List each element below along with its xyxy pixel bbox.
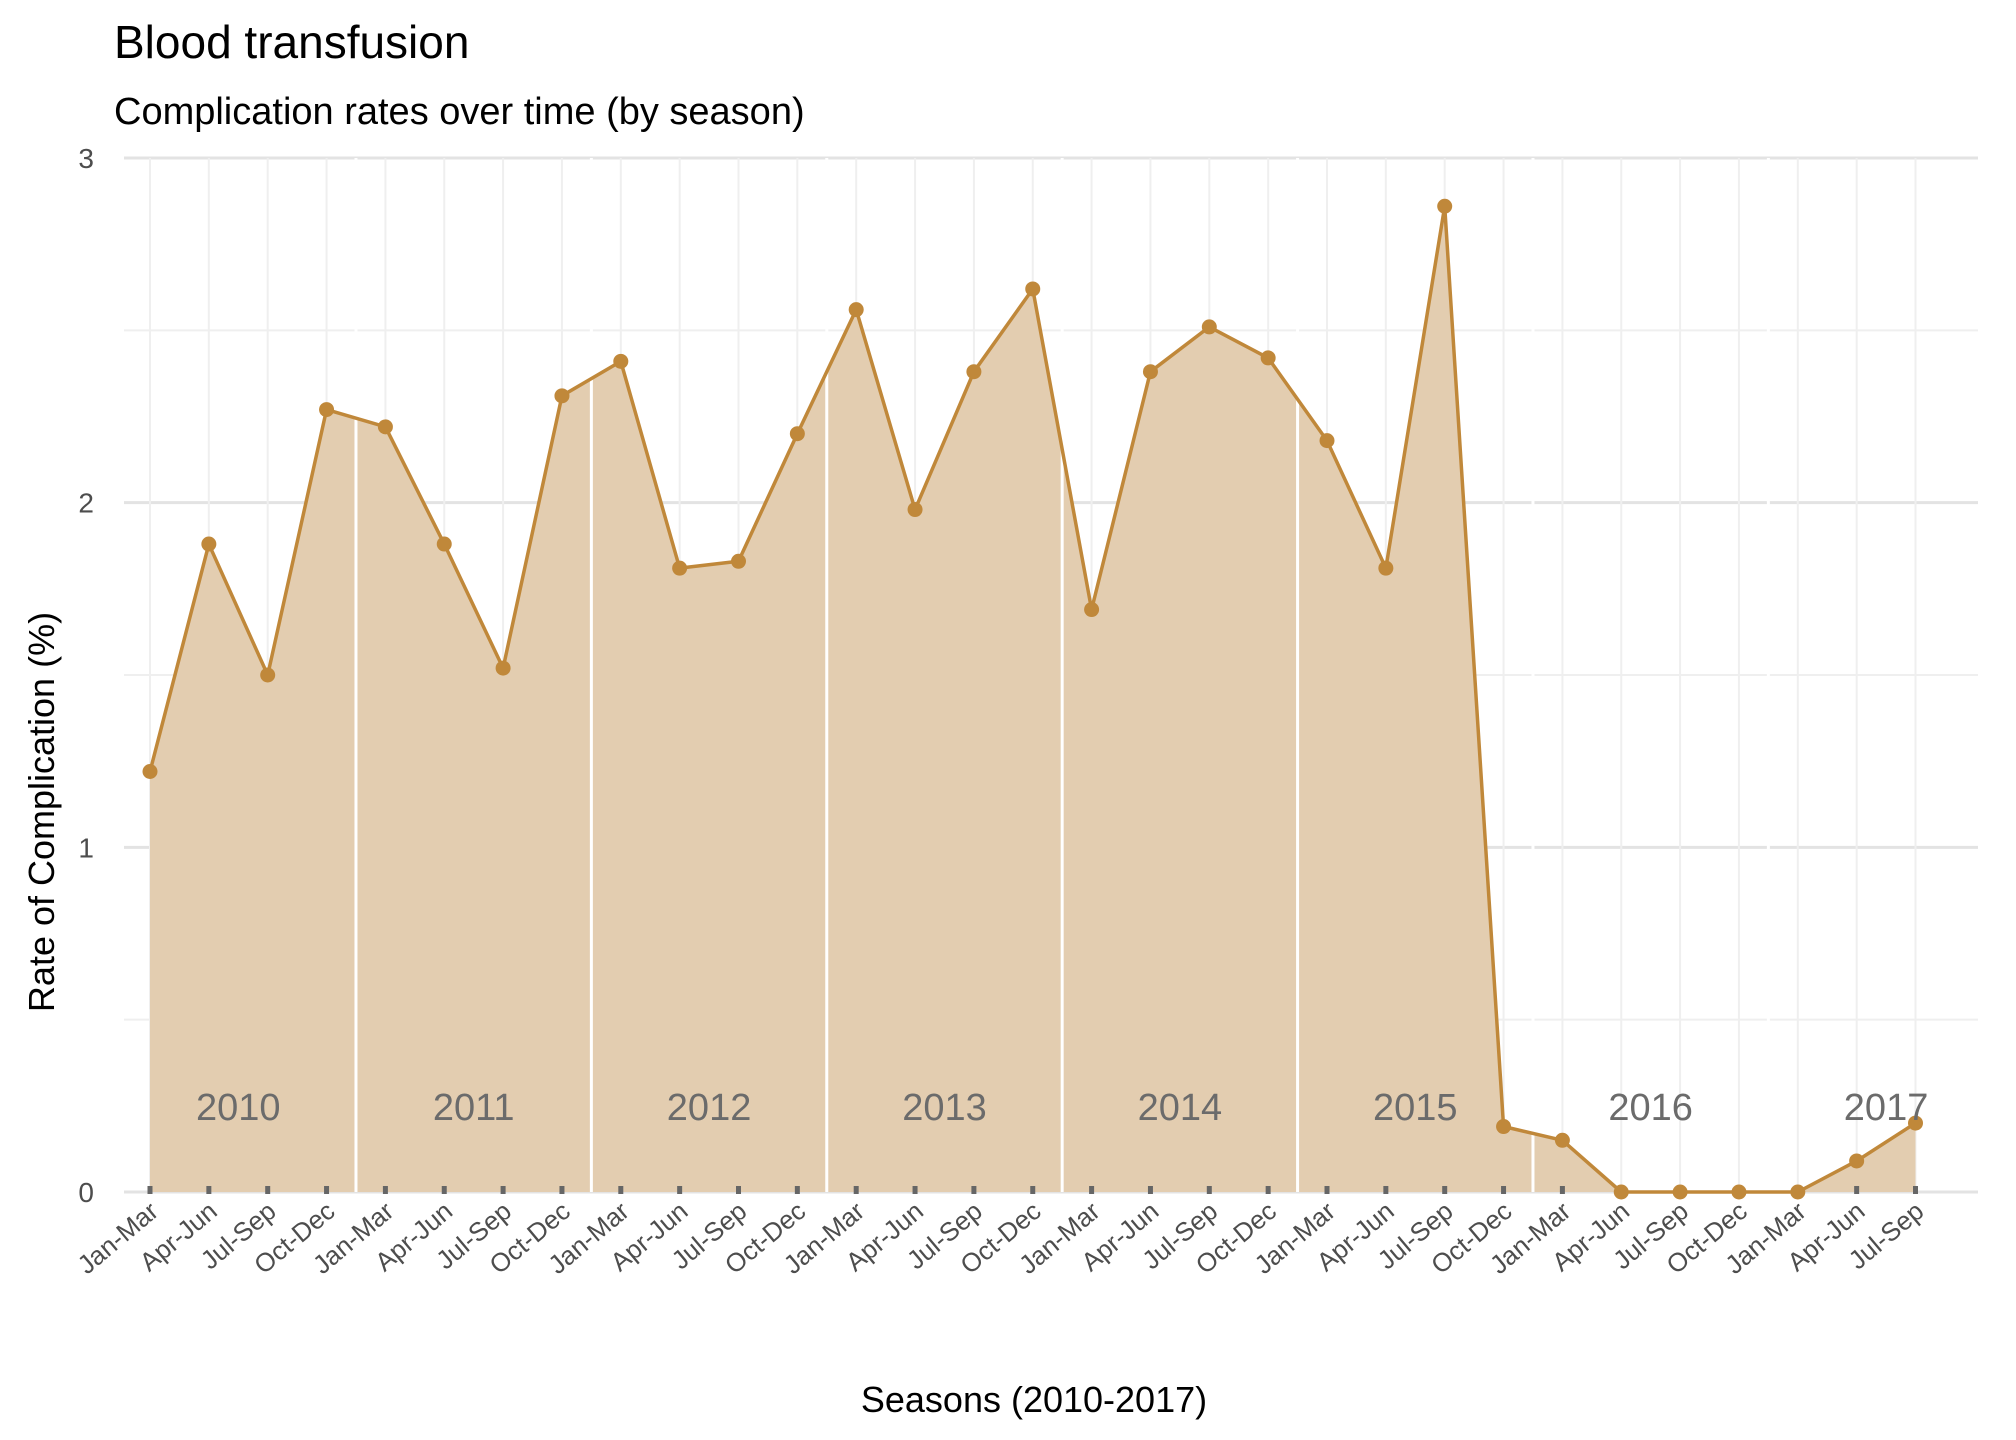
data-point [319,402,335,418]
data-point [1908,1115,1923,1131]
data-point [1025,281,1041,297]
data-point [1084,602,1100,618]
y-tick-label: 2 [78,488,94,519]
data-point [613,353,629,369]
x-axis-title: Seasons (2010-2017) [861,1379,1207,1420]
year-label: 2012 [667,1087,752,1129]
year-label: 2013 [902,1087,987,1129]
data-point [142,764,158,780]
y-tick-label: 3 [78,143,94,174]
data-point [201,536,217,552]
data-point [1437,198,1453,214]
y-axis-title: Rate of Complication (%) [21,612,62,1012]
data-point [1496,1119,1512,1135]
year-dividers [354,158,1770,1192]
y-tick-label: 0 [78,1177,94,1208]
data-point [377,419,393,435]
year-labels: 2010 2011 2012 2013 2014 2015 2016 2017 [196,1087,1928,1129]
data-point [1790,1184,1806,1200]
data-point [1613,1184,1629,1200]
year-label: 2016 [1608,1087,1693,1129]
data-point [1849,1153,1865,1169]
data-point [1672,1184,1688,1200]
data-point [1731,1184,1747,1200]
y-tick-labels: 0 1 2 3 [78,143,94,1208]
data-point [436,536,452,552]
year-label: 2010 [196,1087,281,1129]
data-point [495,660,511,676]
year-label: 2011 [433,1087,515,1129]
data-point [1260,350,1276,366]
area-layer [150,206,1916,1192]
chart-title: Blood transfusion [114,16,469,68]
data-point [672,560,688,576]
area-fill [150,206,1916,1192]
data-point [1554,1132,1570,1148]
data-point [731,553,746,569]
data-point [554,388,570,404]
data-point [789,426,805,442]
data-point [260,667,276,683]
data-points [142,198,1923,1200]
data-point [1201,319,1217,335]
y-tick-label: 1 [78,832,94,863]
data-point [907,502,923,518]
data-point [1319,433,1335,449]
data-point [1378,560,1394,576]
year-label: 2017 [1844,1087,1929,1129]
year-label: 2014 [1138,1087,1223,1129]
data-point [1142,364,1158,380]
chart-subtitle: Complication rates over time (by season) [114,91,805,133]
year-label: 2015 [1373,1087,1458,1129]
data-point [966,364,982,380]
x-tick-labels: Jan-MarApr-JunJul-SepOct-DecJan-MarApr-J… [72,1195,1930,1279]
data-point [848,302,864,318]
